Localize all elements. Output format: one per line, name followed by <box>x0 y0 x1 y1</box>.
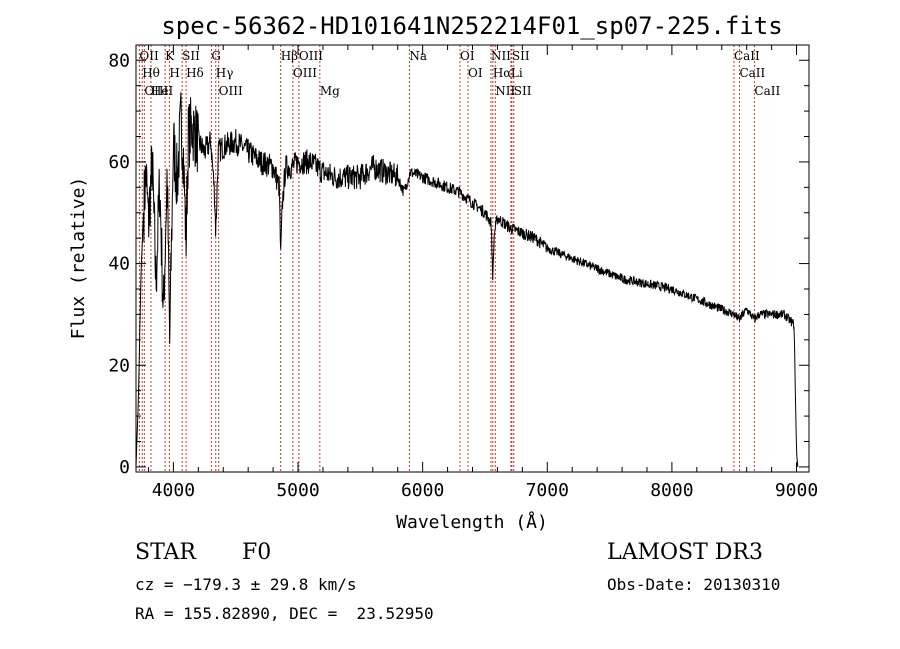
marker-label: H <box>169 66 179 80</box>
x-tick-label: 8000 <box>650 480 693 501</box>
y-tick-label: 20 <box>108 355 130 376</box>
marker-label: HeI <box>151 84 174 98</box>
marker-label: Li <box>511 66 523 80</box>
marker-label: Mg <box>320 84 340 98</box>
marker-label: SII <box>512 49 530 63</box>
object-class: STAR <box>135 540 196 565</box>
marker-label: Na <box>409 49 427 63</box>
x-tick-label: 5000 <box>276 480 319 501</box>
marker-label: G <box>211 49 221 63</box>
spectrum-series <box>135 92 799 467</box>
x-tick-label: 9000 <box>775 480 818 501</box>
marker-label: OIII <box>293 66 317 80</box>
coordinates: RA = 155.82890, DEC = 23.52950 <box>135 604 434 623</box>
spectrum-line <box>135 92 799 467</box>
x-tick-label: 6000 <box>401 480 444 501</box>
x-axis-label: Wavelength (Å) <box>396 511 548 533</box>
x-tick-label: 4000 <box>152 480 195 501</box>
marker-label: CaII <box>739 66 765 80</box>
chart-title: spec-56362-HD101641N252214F01_sp07-225.f… <box>161 12 782 40</box>
x-tick-label: 7000 <box>526 480 569 501</box>
y-axis-ticks: 0 20 40 60 80 <box>108 50 809 478</box>
marker-labels: OIIHθOIIIHeIKHSIIHδGHγOIIIHβOIIIOIIIMgNa… <box>139 49 780 98</box>
obs-date: Obs-Date: 20130310 <box>607 575 781 594</box>
marker-label: OIII <box>219 84 243 98</box>
y-tick-label: 80 <box>108 50 130 71</box>
y-tick-label: 60 <box>108 152 130 173</box>
marker-label: Hβ <box>281 49 298 63</box>
plot-frame <box>135 44 810 473</box>
marker-label: SII <box>514 84 532 98</box>
x-axis-ticks: 4000 5000 6000 7000 8000 9000 <box>147 45 818 501</box>
marker-label: NII <box>495 84 515 98</box>
marker-label: Hγ <box>216 66 234 80</box>
object-subclass: F0 <box>242 540 272 565</box>
marker-label: Hδ <box>186 66 204 80</box>
marker-label: OI <box>468 66 483 80</box>
survey-name: LAMOST DR3 <box>607 540 763 565</box>
marker-label: OIII <box>299 49 323 63</box>
marker-label: CaII <box>734 49 760 63</box>
marker-label: SII <box>182 49 200 63</box>
y-tick-label: 0 <box>119 457 130 478</box>
marker-label: NII <box>491 49 511 63</box>
marker-label: Hα <box>493 66 512 80</box>
y-tick-label: 40 <box>108 254 130 275</box>
marker-label: OI <box>460 49 475 63</box>
marker-label: OII <box>139 49 159 63</box>
marker-lines <box>138 45 755 472</box>
marker-label: K <box>165 49 175 63</box>
marker-label: OIII <box>144 84 168 98</box>
marker-label: Hθ <box>142 66 160 80</box>
spectrum-chart: spec-56362-HD101641N252214F01_sp07-225.f… <box>68 12 818 533</box>
redshift-cz: cz = −179.3 ± 29.8 km/s <box>135 575 357 594</box>
marker-label: CaII <box>754 84 780 98</box>
y-axis-label: Flux (relative) <box>68 177 89 340</box>
